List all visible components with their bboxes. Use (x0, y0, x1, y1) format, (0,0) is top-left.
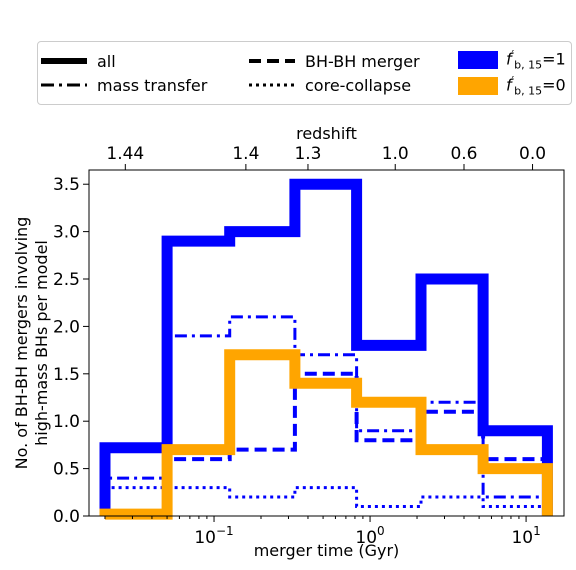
series-blue-all (99, 178, 553, 516)
legend-item-mass-transfer: mass transfer (39, 74, 207, 96)
top-tick-label: 1.0 (382, 144, 409, 164)
legend-swatch-solid (41, 58, 87, 64)
legend: all mass transfer BH-BH merger core-coll… (37, 41, 572, 105)
top-tick-label: 0.6 (450, 144, 477, 164)
legend-item-f0: f′b, 15=0 (458, 74, 566, 98)
y-axis-label: No. of BH-BH mergers involvinghigh-mass … (12, 217, 51, 470)
legend-swatch-dashed (249, 59, 295, 63)
legend-patch-orange (458, 77, 498, 95)
x-axis-label: merger time (Gyr) (254, 541, 400, 560)
tick-layer: 0.0 0.5 1.0 1.5 2.0 2.5 3.0 3.5 10−1 100 101 1.44 1.… (53, 144, 546, 548)
top-tick-label: 1.44 (106, 144, 144, 164)
top-axis-label: redshift (296, 124, 357, 143)
y-tick-label: 1.5 (53, 365, 80, 385)
legend-swatch-dashdot (41, 83, 87, 87)
y-tick-label: 2.5 (53, 270, 80, 290)
top-tick-label: 1.3 (294, 144, 321, 164)
legend-label: f′b, 15=1 (506, 48, 566, 72)
top-tick-label: 0.0 (519, 144, 546, 164)
y-tick-label: 3.0 (53, 223, 80, 243)
y-axis-label-line: high-mass BHs per model (32, 240, 51, 446)
legend-label: f′b, 15=0 (506, 74, 566, 98)
legend-patch-blue (458, 51, 498, 69)
x-tick-label: 100 (355, 524, 384, 548)
y-axis-label-line: No. of BH-BH mergers involving (12, 217, 31, 470)
legend-label: core-collapse (305, 75, 412, 95)
y-tick-label: 0.0 (53, 507, 80, 527)
legend-swatch-dotted (249, 83, 295, 87)
legend-label: all (97, 51, 116, 71)
legend-item-core-collapse: core-collapse (247, 74, 411, 96)
y-tick-label: 3.5 (53, 175, 80, 195)
legend-item-f1: f′b, 15=1 (458, 48, 566, 72)
legend-item-all: all (39, 50, 116, 72)
y-tick-label: 2.0 (53, 317, 80, 337)
top-tick-label: 1.4 (232, 144, 259, 164)
series-orange-all (99, 349, 553, 520)
series-blue-mass-transfer (103, 315, 549, 516)
y-tick-label: 0.5 (53, 460, 80, 480)
y-tick-label: 1.0 (53, 412, 80, 432)
series-layer (99, 178, 553, 520)
legend-label: mass transfer (97, 75, 208, 95)
axes-frame (88, 169, 565, 517)
x-tick-label: 101 (511, 524, 540, 548)
legend-item-bh-bh-merger: BH-BH merger (247, 50, 420, 72)
legend-label: BH-BH merger (305, 51, 420, 71)
x-tick-label: 10−1 (194, 524, 233, 548)
